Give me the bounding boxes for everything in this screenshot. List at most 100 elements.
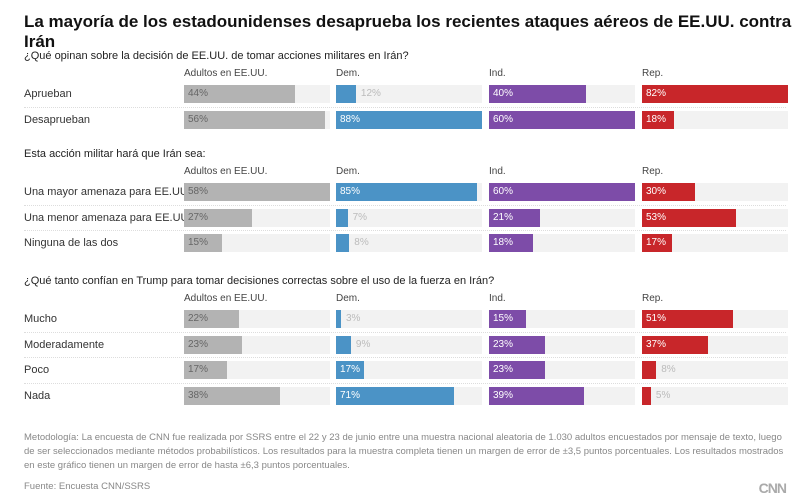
bar-value-label: 12% — [360, 88, 381, 99]
section-title: Esta acción militar hará que Irán sea: — [24, 148, 206, 160]
bar-value-label: 23% — [493, 338, 514, 350]
bar — [489, 361, 545, 379]
bar-value-label: 30% — [646, 186, 667, 197]
row-label: Una menor amenaza para EE.UU. — [24, 211, 192, 224]
bar — [184, 310, 240, 328]
bar-value-label: 44% — [188, 88, 209, 99]
bar-value-label: 82% — [646, 88, 667, 99]
bar-value-label: 60% — [493, 186, 514, 197]
bar — [489, 208, 541, 227]
methodology-note: Metodología: La encuesta de CNN fue real… — [24, 432, 784, 471]
bar-track: 23% — [184, 335, 330, 354]
bar — [336, 335, 351, 354]
row-label: Desaprueban — [24, 113, 91, 126]
bar-track: 27% — [184, 208, 330, 227]
bar-value-label: 51% — [646, 313, 667, 324]
column-header: Adultos en EE.UU. — [184, 293, 268, 304]
bar-track: 15% — [184, 234, 330, 252]
bar-track: 23% — [489, 361, 635, 379]
bar — [184, 85, 295, 103]
bar-value-label: 53% — [646, 211, 667, 223]
bar — [642, 234, 673, 252]
bar-track: 17% — [336, 361, 482, 379]
column-header: Adultos en EE.UU. — [184, 68, 268, 79]
column-header: Adultos en EE.UU. — [184, 166, 268, 177]
bar-value-label: 39% — [493, 389, 514, 401]
bar — [184, 335, 242, 354]
row-divider — [24, 357, 786, 358]
bar-track: 7% — [336, 208, 482, 227]
bar-value-label: 18% — [646, 113, 667, 125]
column-header: Rep. — [642, 166, 664, 177]
bar-track: 8% — [336, 234, 482, 252]
bar-value-label: 21% — [493, 211, 514, 223]
column-header: Ind. — [489, 68, 506, 79]
bar-value-label: 27% — [188, 211, 209, 223]
bar — [184, 110, 325, 129]
row-divider — [24, 230, 786, 231]
bar — [642, 310, 733, 328]
row-divider — [24, 331, 786, 333]
bar-track: 18% — [642, 110, 788, 129]
bar — [336, 110, 482, 129]
bar-track: 30% — [642, 183, 788, 201]
cnn-logo: CNN — [758, 480, 787, 496]
bar-track: 38% — [184, 386, 330, 405]
bar — [642, 361, 657, 379]
bar — [642, 183, 696, 201]
column-header: Dem. — [336, 68, 360, 79]
bar-value-label: 17% — [340, 364, 361, 375]
bar — [336, 208, 348, 227]
bar — [184, 183, 330, 201]
column-header: Rep. — [642, 293, 664, 304]
bar-track: 23% — [489, 335, 635, 354]
bar-track: 37% — [642, 335, 788, 354]
bar-track: 40% — [489, 85, 635, 103]
bar-value-label: 17% — [646, 237, 667, 248]
bar-track: 51% — [642, 310, 788, 328]
row-label: Mucho — [24, 313, 58, 325]
bar-track: 82% — [642, 85, 788, 103]
row-divider — [24, 106, 786, 108]
bar-track: 15% — [489, 310, 635, 328]
bar — [642, 335, 708, 354]
bar-value-label: 56% — [188, 113, 209, 125]
row-label: Moderadamente — [24, 338, 105, 351]
bar — [336, 310, 341, 328]
section-title: ¿Qué tanto confían en Trump para tomar d… — [24, 275, 495, 287]
bar-track: 17% — [642, 234, 788, 252]
bar — [184, 361, 227, 379]
bar — [336, 361, 365, 379]
bar — [489, 234, 533, 252]
bar — [489, 183, 635, 201]
bar-value-label: 88% — [340, 113, 361, 125]
bar-value-label: 15% — [188, 237, 209, 248]
bar-track: 71% — [336, 386, 482, 405]
bar-track: 21% — [489, 208, 635, 227]
bar — [642, 85, 788, 103]
bar-track: 39% — [489, 386, 635, 405]
bar-value-label: 22% — [188, 313, 209, 324]
bar-value-label: 7% — [352, 211, 368, 223]
chart-title: La mayoría de los estadounidenses desapr… — [24, 12, 792, 51]
bar-track: 9% — [336, 335, 482, 354]
bar-value-label: 40% — [493, 88, 514, 99]
bar-track: 53% — [642, 208, 788, 227]
bar-track: 85% — [336, 183, 482, 201]
bar-value-label: 23% — [493, 364, 514, 375]
source-note: Fuente: Encuesta CNN/SSRS — [24, 481, 151, 492]
bar-value-label: 3% — [345, 313, 361, 324]
row-divider — [24, 204, 786, 206]
bar-value-label: 58% — [188, 186, 209, 197]
bar — [184, 234, 222, 252]
bar-track: 88% — [336, 110, 482, 129]
bar-track: 58% — [184, 183, 330, 201]
bar — [642, 110, 675, 129]
bar-track: 60% — [489, 183, 635, 201]
column-header: Dem. — [336, 293, 360, 304]
bar — [642, 386, 651, 405]
bar-value-label: 18% — [493, 237, 514, 248]
bar — [489, 310, 526, 328]
row-label: Aprueban — [24, 88, 72, 100]
